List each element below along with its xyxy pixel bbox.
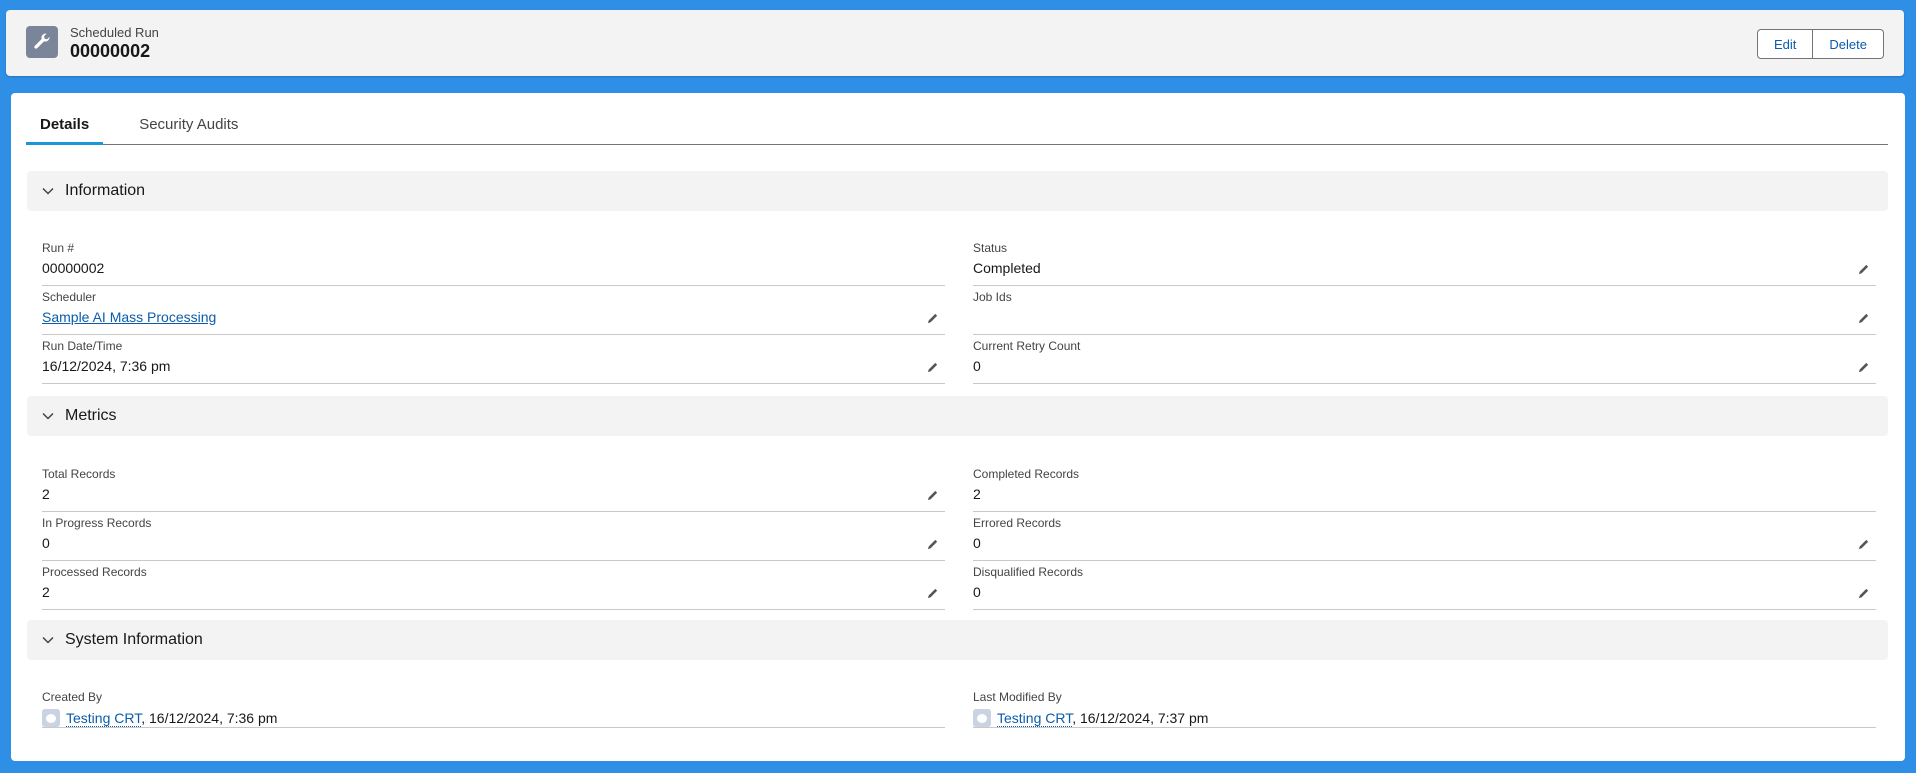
avatar: [973, 709, 991, 727]
edit-pencil-icon[interactable]: [1857, 587, 1870, 605]
edit-pencil-icon[interactable]: [926, 587, 939, 605]
field-label: Job Ids: [973, 290, 1012, 304]
field-label: Scheduler: [42, 290, 97, 304]
edit-pencil-icon[interactable]: [1857, 263, 1870, 281]
field-label: Run Date/Time: [42, 339, 123, 353]
scheduler-link[interactable]: Sample AI Mass Processing: [42, 309, 217, 325]
field: Total Records 2: [42, 467, 945, 512]
field-value: 0: [973, 358, 981, 374]
edit-pencil-icon[interactable]: [1857, 538, 1870, 556]
field-value: 0: [973, 535, 981, 551]
section-title: System Information: [65, 631, 203, 648]
tab-bar: Details Security Audits: [26, 93, 1888, 145]
field-value: Testing CRT, 16/12/2024, 7:36 pm: [42, 709, 277, 727]
created-date: , 16/12/2024, 7:36 pm: [141, 710, 278, 726]
field: Disqualified Records 0: [973, 565, 1876, 610]
field: Scheduler Sample AI Mass Processing: [42, 290, 945, 335]
field-value: Testing CRT, 16/12/2024, 7:37 pm: [973, 709, 1208, 727]
user-link[interactable]: Testing CRT: [997, 710, 1073, 727]
field: Processed Records 2: [42, 565, 945, 610]
field-value: Completed: [973, 260, 1041, 276]
field-label: Run #: [42, 241, 75, 255]
field-label: Errored Records: [973, 516, 1062, 530]
field-label: Last Modified By: [973, 690, 1062, 704]
field-label: Current Retry Count: [973, 339, 1081, 353]
field-label: Processed Records: [42, 565, 147, 579]
edit-pencil-icon[interactable]: [1857, 361, 1870, 379]
wrench-icon: [26, 26, 58, 58]
record-header: Scheduled Run 00000002 Edit Delete: [6, 10, 1904, 76]
edit-pencil-icon[interactable]: [926, 312, 939, 330]
record-title: 00000002: [70, 41, 151, 61]
field: Current Retry Count 0: [973, 339, 1876, 384]
field-label: Status: [973, 241, 1008, 255]
field: Run # 00000002: [42, 241, 945, 286]
field-value: 2: [42, 486, 50, 502]
tab-security-audits[interactable]: Security Audits: [139, 116, 239, 133]
section-metrics-header[interactable]: Metrics: [27, 396, 1888, 436]
field: Job Ids: [973, 290, 1876, 335]
field-value: 2: [973, 486, 981, 502]
modified-date: , 16/12/2024, 7:37 pm: [1072, 710, 1209, 726]
field: Completed Records 2: [973, 467, 1876, 512]
field-label: In Progress Records: [42, 516, 152, 530]
field: Status Completed: [973, 241, 1876, 286]
chevron-down-icon: [42, 412, 54, 420]
field-label: Created By: [42, 690, 103, 704]
record-detail-card: Details Security Audits Information Run …: [11, 93, 1905, 761]
section-information-header[interactable]: Information: [27, 171, 1888, 211]
field: Run Date/Time 16/12/2024, 7:36 pm: [42, 339, 945, 384]
field-created-by: Created By Testing CRT, 16/12/2024, 7:36…: [42, 690, 945, 728]
field-label: Total Records: [42, 467, 116, 481]
tab-details[interactable]: Details: [26, 93, 104, 145]
section-title: Information: [65, 182, 146, 199]
field-label: Completed Records: [973, 467, 1080, 481]
object-label: Scheduled Run: [70, 25, 159, 40]
edit-pencil-icon[interactable]: [926, 489, 939, 507]
edit-button[interactable]: Edit: [1757, 29, 1814, 59]
field: In Progress Records 0: [42, 516, 945, 561]
user-link[interactable]: Testing CRT: [66, 710, 142, 727]
edit-pencil-icon[interactable]: [926, 361, 939, 379]
field-label: Disqualified Records: [973, 565, 1084, 579]
field: Errored Records 0: [973, 516, 1876, 561]
avatar: [42, 709, 60, 727]
section-title: Metrics: [65, 407, 117, 424]
field-value: 16/12/2024, 7:36 pm: [42, 358, 171, 374]
section-system-information-header[interactable]: System Information: [27, 620, 1888, 660]
edit-pencil-icon[interactable]: [1857, 312, 1870, 330]
edit-pencil-icon[interactable]: [926, 538, 939, 556]
field-value: Sample AI Mass Processing: [42, 309, 216, 325]
field-value: 0: [973, 584, 981, 600]
chevron-down-icon: [42, 187, 54, 195]
field-value: 0: [42, 535, 50, 551]
chevron-down-icon: [42, 636, 54, 644]
delete-button[interactable]: Delete: [1813, 29, 1884, 59]
field-value: 00000002: [42, 260, 105, 276]
field-last-modified-by: Last Modified By Testing CRT, 16/12/2024…: [973, 690, 1876, 728]
field-value: 2: [42, 584, 50, 600]
